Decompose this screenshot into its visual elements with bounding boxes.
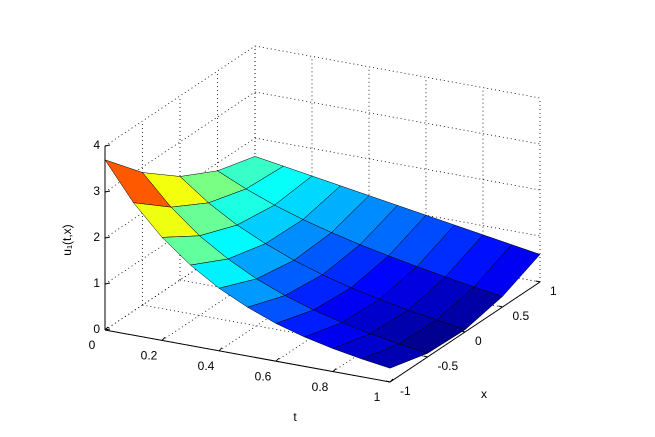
z-tick [104,282,111,285]
t-tick-label: 0.4 [198,359,215,373]
grid-line [254,91,541,145]
t-tick-label: 0.8 [312,380,329,394]
z-tick-label: 1 [93,276,100,290]
x-tick-label: -0.5 [438,359,459,373]
z-tick-label: 3 [93,184,100,198]
t-tick-label: 0 [89,338,96,352]
z-axis-label: u₁(t,x) [60,224,74,255]
t-tick [389,378,394,383]
x-tick-label: -1 [400,384,411,398]
x-tick-label: 0.5 [513,309,530,323]
t-tick [104,326,109,331]
z-tick-label: 0 [93,322,100,336]
grid-line [142,304,428,358]
x-axis-label: x [481,387,487,401]
z-tick-label: 4 [93,138,100,152]
t-tick-label: 0.2 [141,349,158,363]
t-axis [104,329,391,383]
x-tick-label: 1 [550,284,557,298]
grid-line [254,137,541,191]
t-tick [161,337,166,341]
z-tick [104,236,111,239]
t-tick [275,357,280,362]
x-tick [535,280,541,283]
x-tick [498,305,503,308]
t-axis-label: t [293,410,297,424]
z-tick-label: 2 [93,230,100,244]
x-tick [423,355,428,358]
z-tick [104,144,111,147]
t-tick-label: 0.6 [255,369,272,383]
x-tick-label: 0 [475,334,482,348]
surface-patch [360,343,429,369]
grid-line [254,45,541,99]
t-tick [218,347,223,352]
t-tick [332,368,337,372]
t-tick-label: 1 [374,390,381,404]
x-tick [385,380,391,383]
z-tick [104,190,111,193]
